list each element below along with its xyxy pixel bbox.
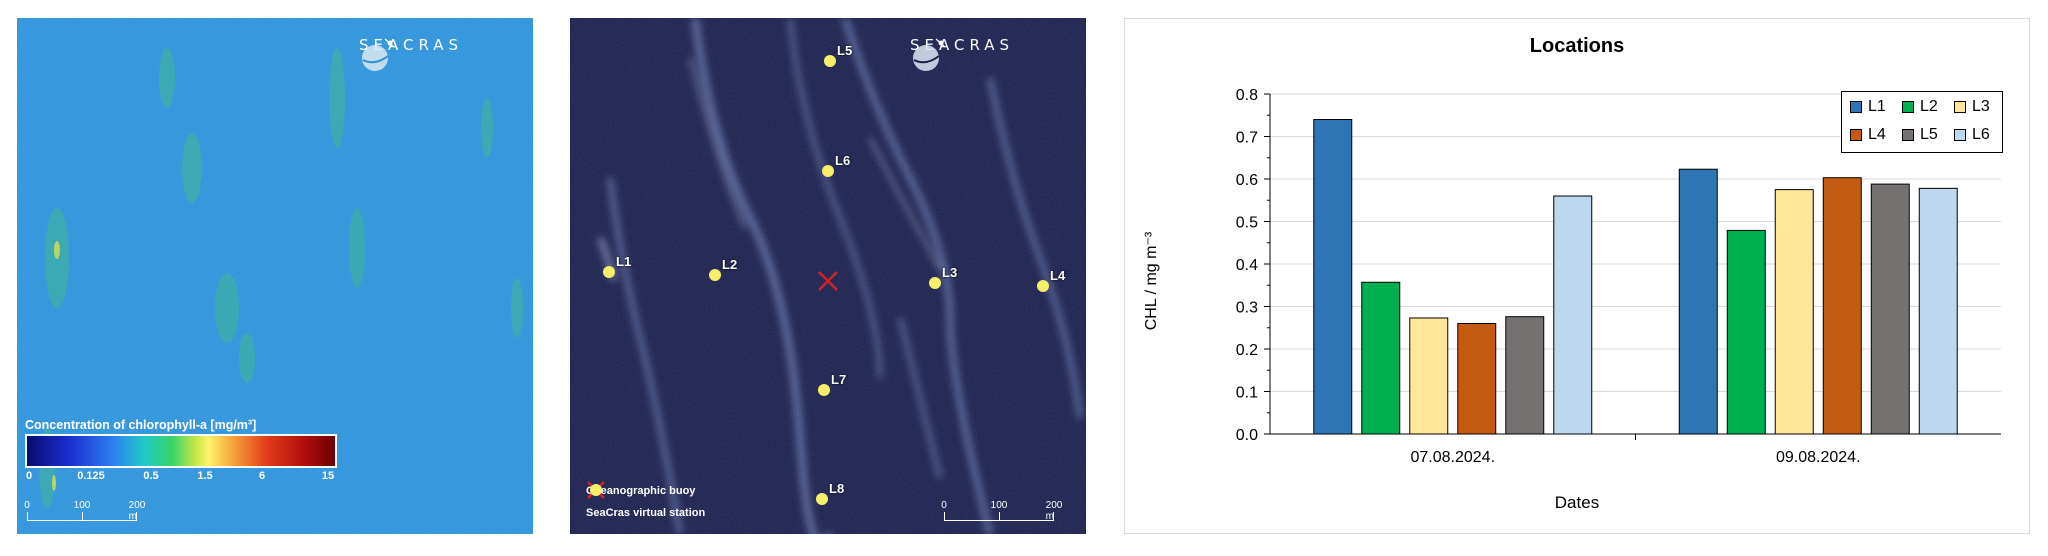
x-tick-label: 07.08.2024. bbox=[1410, 449, 1495, 466]
oceanographic-buoy-marker[interactable] bbox=[818, 271, 838, 291]
y-tick-label: 0.1 bbox=[1236, 385, 1258, 402]
legend-item-l6: L6 bbox=[1954, 126, 1990, 144]
colorbar-tick: 0.125 bbox=[77, 470, 105, 482]
station-marker-l3[interactable] bbox=[929, 277, 941, 289]
station-marker-l2[interactable] bbox=[709, 269, 721, 281]
legend-label: L2 bbox=[1920, 98, 1938, 115]
y-tick-label: 0.2 bbox=[1236, 342, 1258, 359]
legend-swatch bbox=[1850, 129, 1862, 141]
bar-l3-1 bbox=[1409, 317, 1449, 435]
x-tick-label: 09.08.2024. bbox=[1776, 449, 1861, 466]
y-tick-label: 0.7 bbox=[1236, 130, 1258, 147]
legend-item-l2: L2 bbox=[1902, 98, 1938, 116]
scale-label: 0 bbox=[24, 500, 30, 511]
bar-l4-2 bbox=[1822, 177, 1862, 435]
y-tick-label: 0.8 bbox=[1236, 87, 1258, 104]
y-axis-label: CHL / mg m⁻³ bbox=[1143, 231, 1160, 331]
y-tick-label: 0.5 bbox=[1236, 215, 1258, 232]
bar-l2-2 bbox=[1726, 229, 1766, 435]
satellite-map-legend: Oceanographic buoy SeaCras virtual stati… bbox=[586, 480, 705, 524]
legend-label: L3 bbox=[1972, 98, 1990, 115]
station-label-l6: L6 bbox=[835, 153, 851, 168]
colorbar-tick: 6 bbox=[258, 470, 266, 482]
legend-swatch bbox=[1850, 101, 1862, 113]
colorbar-tick: 0 bbox=[25, 470, 33, 482]
colorbar-tick: 1.5 bbox=[197, 470, 213, 482]
scale-label: 100 bbox=[73, 500, 91, 511]
station-label-l7: L7 bbox=[831, 372, 847, 387]
station-label-l4: L4 bbox=[1050, 268, 1066, 283]
station-label-l3: L3 bbox=[942, 265, 958, 280]
seacras-logo-icon bbox=[913, 38, 946, 71]
bar-l2-1 bbox=[1361, 281, 1401, 435]
station-marker-l7[interactable] bbox=[818, 384, 830, 396]
station-marker-l4[interactable] bbox=[1037, 280, 1049, 292]
y-tick-label: 0.6 bbox=[1236, 172, 1258, 189]
satellite-map-panel: SEACRAS L1 L2 L3 L4 L5 L6 L7 L8 Oceanogr… bbox=[570, 18, 1086, 534]
chlorophyll-map-image bbox=[17, 18, 533, 534]
seacras-logo: SEACRAS bbox=[359, 36, 463, 71]
chlorophyll-colorbar-ticks: 0 0.125 0.5 1.5 6 15 bbox=[25, 468, 337, 484]
legend-row-station: SeaCras virtual station bbox=[586, 484, 706, 524]
legend-swatch bbox=[1902, 129, 1914, 141]
y-tick-label: 0.4 bbox=[1236, 257, 1258, 274]
bar-l1-2 bbox=[1678, 168, 1718, 435]
bar-l6-1 bbox=[1553, 195, 1593, 435]
legend-item-l5: L5 bbox=[1902, 126, 1938, 144]
station-label-l1: L1 bbox=[616, 254, 632, 269]
chl-bar-chart-panel: Locations 0.0 0.1 0.2 0.3 0.4 0.5 0.6 0.7 0.8 07.… bbox=[1124, 18, 2030, 534]
colorbar-tick: 15 bbox=[321, 470, 335, 482]
seacras-logo-icon bbox=[362, 38, 395, 71]
stations-layer bbox=[603, 55, 1049, 505]
station-label-l8: L8 bbox=[829, 481, 845, 496]
colorbar-tick: 0.5 bbox=[143, 470, 159, 482]
legend-item-l1: L1 bbox=[1850, 98, 1886, 116]
satellite-map-image bbox=[570, 18, 1086, 534]
bar-l6-2 bbox=[1918, 187, 1958, 435]
station-marker-l8[interactable] bbox=[816, 493, 828, 505]
legend-item-l3: L3 bbox=[1954, 98, 1990, 116]
chlorophyll-legend: Concentration of chlorophyll-a [mg/m³] 0… bbox=[25, 418, 345, 484]
legend-label: L6 bbox=[1972, 126, 1990, 143]
legend-label: L5 bbox=[1920, 126, 1938, 143]
legend-swatch bbox=[1954, 101, 1966, 113]
scale-label: 0 bbox=[941, 500, 947, 511]
legend-item-l4: L4 bbox=[1850, 126, 1886, 144]
legend-label: L1 bbox=[1868, 98, 1886, 115]
scale-label: 200 m bbox=[1045, 500, 1063, 522]
seacras-logo: SEACRAS bbox=[910, 36, 1014, 71]
chlorophyll-map-panel: SEACRAS Concentration of chlorophyll-a [… bbox=[17, 18, 533, 534]
legend-buoy-label: Oceanographic buoy bbox=[586, 485, 696, 497]
bar-chart: 0.0 0.1 0.2 0.3 0.4 0.5 0.6 0.7 0.8 07.08.2024. 09… bbox=[1236, 87, 2001, 466]
chart-title: Locations bbox=[1529, 35, 1625, 57]
bar-l3-2 bbox=[1774, 189, 1814, 435]
legend-swatch bbox=[1954, 129, 1966, 141]
station-marker-l5[interactable] bbox=[824, 55, 836, 67]
x-axis-label: Dates bbox=[1554, 493, 1600, 512]
chart-legend: L1 L2 L3 L4 L5 L6 bbox=[1841, 91, 2003, 153]
station-label-l5: L5 bbox=[837, 43, 853, 58]
bar-l4-1 bbox=[1457, 323, 1497, 435]
bar-l1-1 bbox=[1313, 119, 1353, 435]
scale-label: 100 bbox=[990, 500, 1008, 511]
y-tick-label: 0.0 bbox=[1236, 427, 1258, 444]
station-label-l2: L2 bbox=[722, 257, 738, 272]
legend-label: L4 bbox=[1868, 126, 1886, 143]
station-dot-icon bbox=[590, 484, 602, 496]
station-marker-l1[interactable] bbox=[603, 266, 615, 278]
station-marker-l6[interactable] bbox=[822, 165, 834, 177]
chlorophyll-legend-title: Concentration of chlorophyll-a [mg/m³] bbox=[25, 418, 257, 432]
bar-l5-2 bbox=[1870, 183, 1910, 435]
legend-swatch bbox=[1902, 101, 1914, 113]
scale-label: 200 m bbox=[128, 500, 146, 522]
bar-l5-1 bbox=[1505, 316, 1545, 435]
satellite-scale-bar: 0 100 200 m bbox=[941, 500, 1062, 522]
y-tick-label: 0.3 bbox=[1236, 300, 1258, 317]
chlorophyll-colorbar bbox=[25, 434, 337, 468]
chlorophyll-scale-bar: 0 100 200 m bbox=[24, 500, 145, 522]
legend-station-label: SeaCras virtual station bbox=[586, 507, 706, 519]
